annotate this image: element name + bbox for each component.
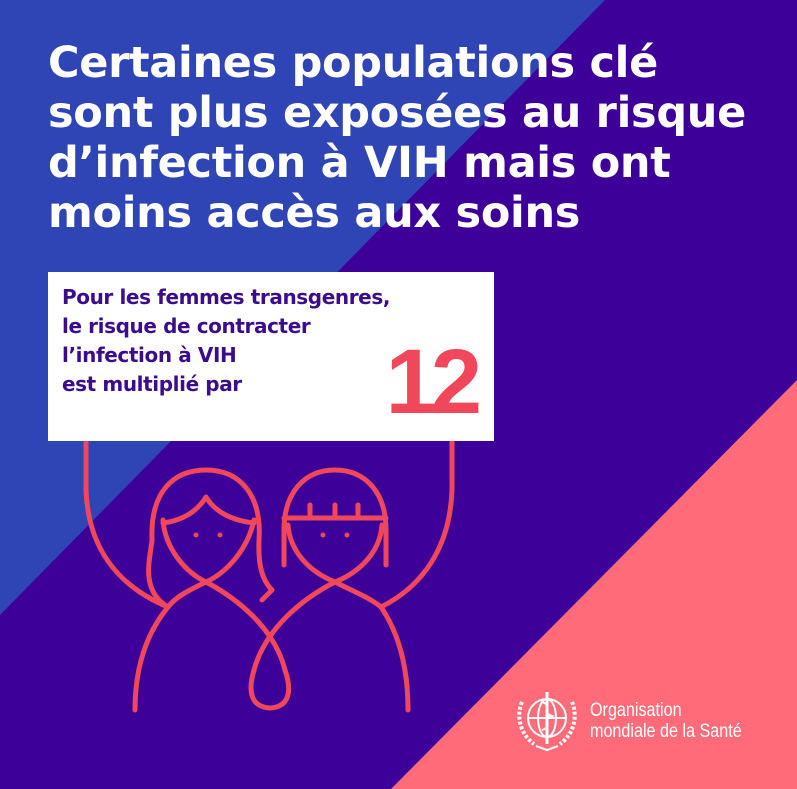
who-name-line: Organisation (590, 700, 682, 721)
statistic-card: Pour les femmes transgenres, le risque d… (48, 272, 494, 441)
who-name: Organisation mondiale de la Santé (590, 700, 742, 742)
headline-line: d’infection à VIH mais ont (48, 138, 671, 188)
right-arm (378, 433, 455, 610)
left-arm (83, 433, 171, 610)
right-shoulder (332, 579, 384, 610)
statistic-line: l’infection à VIH (62, 343, 237, 367)
headline-line: sont plus exposées au risque (48, 88, 746, 138)
eye-icon (193, 532, 199, 538)
right-body (378, 604, 411, 713)
headline: Certaines populations clé sont plus expo… (48, 38, 788, 238)
eye-icon (344, 532, 350, 538)
statistic-line: Pour les femmes transgenres, (62, 285, 391, 309)
pink-band (391, 380, 797, 789)
eye-icon (217, 532, 223, 538)
who-emblem-icon (517, 692, 577, 752)
left-head-hair (146, 467, 275, 610)
left-body (132, 604, 171, 713)
headline-line: moins accès aux soins (48, 188, 581, 238)
who-name-line: mondiale de la Santé (590, 721, 742, 742)
who-logo: Organisation mondiale de la Santé (512, 688, 769, 754)
eye-icon (320, 532, 326, 538)
ribbon-left-strand (203, 579, 338, 711)
risk-multiplier: 12 (385, 331, 482, 433)
statistic-line: le risque de contracter (62, 314, 311, 338)
headline-line: Certaines populations clé (48, 38, 658, 88)
right-head-hair (281, 467, 389, 568)
right-bangs (281, 502, 389, 521)
left-face (160, 517, 257, 585)
left-shoulder (165, 579, 209, 610)
left-bangs (160, 494, 257, 526)
right-face (285, 522, 385, 585)
statistic-text: Pour les femmes transgenres, le risque d… (62, 283, 390, 399)
statistic-line: est multiplié par (62, 372, 242, 396)
